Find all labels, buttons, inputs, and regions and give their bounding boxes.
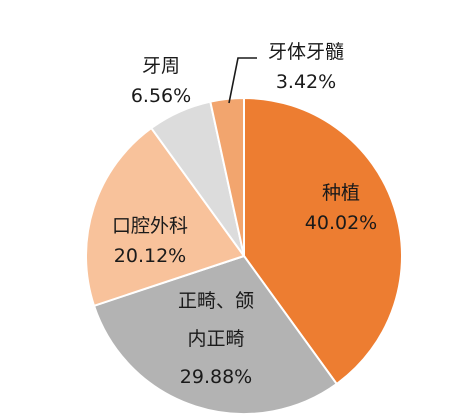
slice-label-1: 种植 40.02% <box>305 182 377 234</box>
slice-label-5: 牙体牙髓 3.42% <box>268 41 344 93</box>
pie-slice-2 <box>93 255 338 415</box>
slice-label-4: 牙周 6.56% <box>131 55 191 107</box>
slice-label-2: 正畸、颌内正畸 29.88% <box>178 290 254 388</box>
pie-slice-3 <box>84 127 245 307</box>
pie-slice-5 <box>209 97 245 257</box>
pie-slice-1 <box>243 97 403 385</box>
slice-label-3: 口腔外科 20.12% <box>112 215 188 267</box>
leader-line <box>228 57 257 104</box>
